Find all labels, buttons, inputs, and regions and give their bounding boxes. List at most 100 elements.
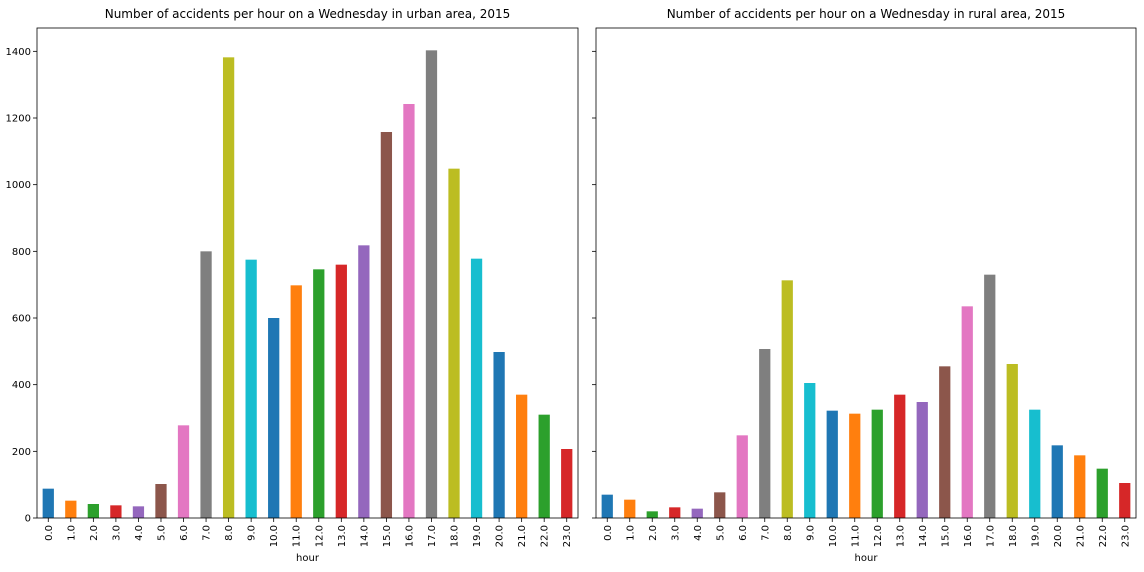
y-tick-label: 1000	[6, 180, 31, 191]
bar-23.0	[1119, 483, 1131, 518]
x-tick-label: 17.0	[427, 525, 438, 547]
bar-23.0	[561, 449, 573, 518]
x-tick-label: 19.0	[1030, 525, 1041, 547]
x-tick-label: 11.0	[850, 525, 861, 547]
bar-0.0	[601, 494, 613, 518]
chart-title: Number of accidents per hour on a Wednes…	[667, 7, 1066, 21]
x-tick-label: 10.0	[828, 525, 839, 547]
bar-18.0	[448, 168, 460, 518]
bar-18.0	[1006, 364, 1018, 518]
bar-8.0	[781, 280, 793, 518]
chart-panel-rural: Number of accidents per hour on a Wednes…	[592, 7, 1137, 564]
x-tick-label: 18.0	[450, 525, 461, 547]
x-tick-label: 4.0	[134, 525, 145, 541]
bar-14.0	[358, 245, 370, 519]
axes-frame	[36, 27, 579, 519]
y-tick-label: 1200	[6, 114, 31, 125]
x-tick-label: 23.0	[1120, 525, 1131, 547]
x-tick-label: 2.0	[648, 525, 659, 541]
x-tick-label: 10.0	[269, 525, 280, 547]
chart-title: Number of accidents per hour on a Wednes…	[105, 7, 511, 21]
y-tick-label: 0	[25, 514, 31, 525]
x-tick-label: 3.0	[670, 525, 681, 541]
bar-12.0	[313, 269, 325, 518]
x-tick-label: 6.0	[738, 525, 749, 541]
bar-16.0	[961, 306, 973, 518]
bar-2.0	[646, 511, 658, 518]
x-tick-label: 18.0	[1008, 525, 1019, 547]
y-tick-label: 400	[12, 380, 31, 391]
y-tick-label: 200	[12, 447, 31, 458]
x-tick-label: 14.0	[359, 525, 370, 547]
y-tick-label: 1400	[6, 47, 31, 58]
bar-1.0	[65, 500, 77, 518]
x-tick-label: 20.0	[1053, 525, 1064, 547]
x-tick-label: 13.0	[895, 525, 906, 547]
x-tick-label: 4.0	[693, 525, 704, 541]
bar-14.0	[916, 402, 928, 518]
bar-4.0	[691, 508, 703, 518]
x-tick-label: 6.0	[179, 525, 190, 541]
x-tick-label: 19.0	[472, 525, 483, 547]
bar-8.0	[222, 57, 235, 518]
bar-21.0	[1074, 455, 1086, 518]
bar-11.0	[849, 413, 861, 518]
x-tick-label: 7.0	[760, 525, 771, 541]
bar-7.0	[759, 349, 771, 518]
bar-10.0	[826, 410, 838, 518]
x-tick-label: 8.0	[783, 525, 794, 541]
bar-15.0	[939, 366, 951, 518]
bar-6.0	[736, 435, 748, 518]
bar-3.0	[669, 507, 681, 518]
bar-12.0	[871, 409, 883, 518]
axes-frame	[595, 27, 1137, 519]
bar-13.0	[335, 264, 347, 518]
y-tick-label: 600	[12, 314, 31, 325]
x-tick-label: 13.0	[337, 525, 348, 547]
x-tick-label: 7.0	[202, 525, 213, 541]
x-tick-label: 11.0	[292, 525, 303, 547]
bar-20.0	[493, 352, 505, 518]
bar-13.0	[894, 394, 906, 518]
chart-panel-urban: Number of accidents per hour on a Wednes…	[6, 7, 579, 564]
bar-10.0	[268, 318, 280, 518]
bar-4.0	[132, 506, 145, 518]
bar-15.0	[380, 132, 393, 518]
bar-17.0	[984, 274, 996, 518]
bar-3.0	[110, 505, 122, 518]
x-tick-label: 21.0	[1075, 525, 1086, 547]
x-tick-label: 15.0	[382, 525, 393, 547]
x-tick-label: 5.0	[156, 525, 167, 541]
bar-9.0	[804, 383, 816, 518]
bar-21.0	[516, 394, 528, 518]
x-tick-label: 20.0	[495, 525, 506, 547]
bar-2.0	[87, 504, 99, 518]
x-tick-label: 21.0	[517, 525, 528, 547]
x-tick-label: 2.0	[89, 525, 100, 541]
bar-20.0	[1051, 445, 1063, 518]
bar-19.0	[470, 258, 483, 518]
x-tick-label: 9.0	[247, 525, 258, 541]
x-axis-label: hour	[296, 553, 320, 564]
x-tick-label: 15.0	[940, 525, 951, 547]
y-tick-label: 800	[12, 247, 31, 258]
x-tick-label: 22.0	[540, 525, 551, 547]
bar-0.0	[42, 488, 54, 518]
bar-6.0	[177, 425, 190, 518]
bar-19.0	[1029, 409, 1041, 518]
bar-22.0	[538, 414, 550, 518]
x-tick-label: 3.0	[111, 525, 122, 541]
x-tick-label: 17.0	[985, 525, 996, 547]
bar-1.0	[624, 499, 636, 518]
bar-9.0	[245, 259, 257, 518]
x-tick-label: 0.0	[44, 525, 55, 541]
bar-17.0	[425, 50, 438, 518]
bar-11.0	[290, 285, 302, 518]
x-tick-label: 22.0	[1098, 525, 1109, 547]
x-tick-label: 16.0	[404, 525, 415, 547]
x-tick-label: 12.0	[314, 525, 325, 547]
x-tick-label: 5.0	[715, 525, 726, 541]
bar-16.0	[403, 104, 415, 518]
